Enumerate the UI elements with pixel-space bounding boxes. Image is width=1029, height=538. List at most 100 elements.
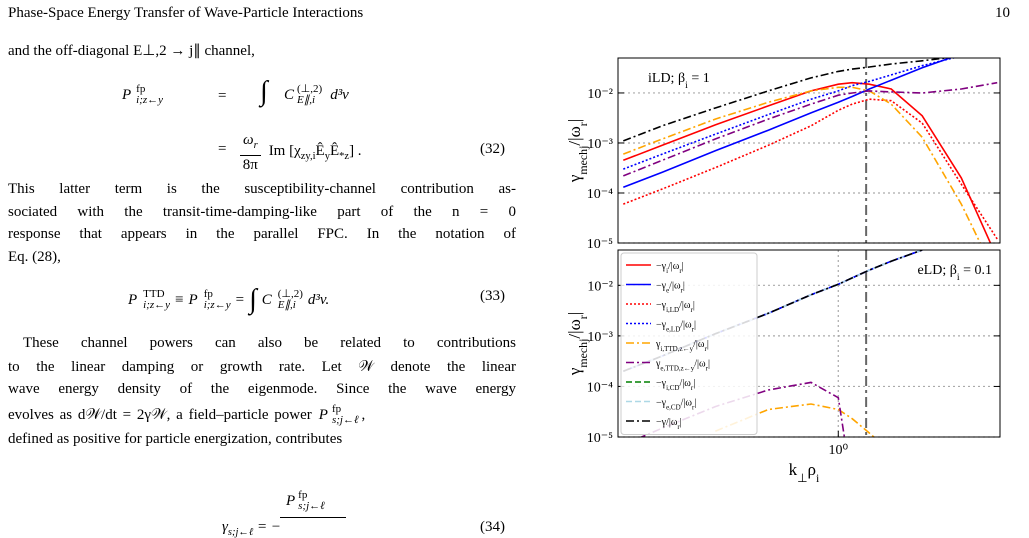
text-line: defined as positive for particle energiz… bbox=[8, 431, 343, 447]
y-tick-label: 10⁻² bbox=[587, 279, 613, 294]
eq-symbol: P bbox=[188, 291, 198, 308]
text-line: response that appears in the parallel FP… bbox=[8, 226, 516, 242]
subscript: i,CD bbox=[666, 384, 679, 392]
legend-label: −γe/|ωr| bbox=[656, 281, 685, 295]
eq-scripts: fp s;j←ℓ bbox=[298, 490, 325, 512]
eq-sub: s;j←ℓ bbox=[331, 414, 359, 426]
subscript: zy,i bbox=[300, 151, 316, 162]
equation: P fp s;j←ℓ bbox=[286, 490, 325, 512]
annotation: iLD; βi = 1 bbox=[648, 71, 710, 91]
fraction-bar bbox=[280, 517, 346, 518]
eq-scripts: TTD i;z←y bbox=[143, 289, 170, 311]
eq-symbol: P bbox=[286, 492, 296, 509]
eq-symbol: Im [χzy,iÊyÊ*z] . bbox=[268, 143, 362, 162]
subscript: ⊥ bbox=[797, 471, 807, 485]
text-run: evolves as d𝒲/dt = 2γ𝒲, a field–particle… bbox=[8, 407, 312, 423]
plot-frame bbox=[617, 57, 1001, 244]
eq-sub: i;z←y bbox=[143, 299, 171, 311]
eq-relation: = bbox=[218, 141, 227, 157]
plot-frame bbox=[617, 249, 1001, 438]
subscript: *z bbox=[339, 151, 350, 162]
eq-sup: fp bbox=[331, 403, 342, 415]
y-tick-label: 10⁻³ bbox=[587, 330, 613, 345]
legend-box bbox=[620, 252, 758, 435]
subscript: i,LD bbox=[666, 306, 679, 314]
subscript: mechj bbox=[576, 146, 590, 175]
eq-sub: i;z←y bbox=[203, 299, 231, 311]
subscript: r bbox=[253, 140, 258, 151]
subscript: i bbox=[816, 471, 820, 485]
eq-symbol: C bbox=[261, 291, 272, 308]
subscript: e,CD bbox=[666, 404, 681, 412]
eq-scripts: (⊥,2) E∥,i bbox=[297, 84, 322, 106]
eq-sub: E∥,i bbox=[277, 299, 296, 311]
text-line: wave energy density of the eigenmode. Si… bbox=[8, 381, 516, 397]
eq-sub: i;z←y bbox=[136, 94, 164, 106]
legend-label: −γi/|ωr| bbox=[656, 261, 684, 275]
series-line bbox=[623, 81, 992, 243]
eq-sub: E∥,i bbox=[297, 94, 316, 106]
subscript: e,TTD,z←y bbox=[660, 365, 694, 373]
text-line: This latter term is the susceptibility-c… bbox=[8, 181, 516, 197]
series-line bbox=[623, 81, 998, 177]
eq-relation: = bbox=[235, 291, 245, 308]
equation: ωr 8π Im [χzy,iÊyÊ*z] . bbox=[240, 131, 362, 174]
annotation: eLD; βi = 0.1 bbox=[917, 263, 992, 283]
y-tick-label: 10⁻⁴ bbox=[587, 187, 613, 202]
series-line bbox=[623, 250, 923, 372]
y-tick-label: 10⁻⁵ bbox=[587, 431, 613, 446]
subscript: mechj bbox=[576, 339, 590, 368]
y-tick-label: 10⁻⁴ bbox=[587, 380, 613, 395]
series-line bbox=[714, 403, 876, 437]
y-tick-label: 10⁻⁵ bbox=[587, 237, 613, 252]
x-axis-label: k⊥ρi bbox=[789, 460, 820, 485]
eq-integral: ∫ bbox=[260, 76, 268, 107]
eq-num: ωr bbox=[240, 131, 261, 156]
text-line: evolves as d𝒲/dt = 2γ𝒲, a field–particle… bbox=[8, 404, 365, 426]
running-title: Phase-Space Energy Transfer of Wave-Part… bbox=[8, 5, 364, 21]
series-line bbox=[623, 58, 951, 142]
eq-relation: ≡ bbox=[175, 291, 184, 308]
eq-fraction: ωr 8π bbox=[240, 131, 261, 174]
text-line: to the linear damping or growth rate. Le… bbox=[8, 359, 516, 375]
legend-label: −γi,CD/|ωr| bbox=[656, 378, 695, 392]
subscript: y bbox=[324, 151, 330, 162]
subscript: i bbox=[666, 267, 668, 275]
subscript: e,LD bbox=[666, 326, 680, 334]
subscript: i,TTD,z←y bbox=[660, 345, 693, 353]
eq-symbol: P bbox=[128, 291, 138, 308]
equation: P TTD i;z←y ≡ P fp i;z←y = ∫ C (⊥,2) E∥,i d… bbox=[128, 284, 329, 316]
eq-symbol: P bbox=[122, 86, 132, 103]
eq-sup: fp bbox=[136, 83, 146, 95]
eq-scripts: fp i;z←y bbox=[204, 289, 231, 311]
eq-number: (34) bbox=[480, 519, 505, 535]
eq-sub: s;j←ℓ bbox=[298, 500, 325, 512]
eq-sup: (⊥,2) bbox=[277, 288, 303, 300]
equation: C (⊥,2) E∥,i d³v bbox=[284, 84, 349, 106]
eq-sup: (⊥,2) bbox=[297, 83, 323, 95]
eq-number: (32) bbox=[480, 141, 505, 157]
series-line bbox=[623, 86, 982, 243]
eq-den: 8π bbox=[242, 157, 258, 173]
legend-label: −γi,LD/|ωr| bbox=[656, 300, 695, 314]
eq-scripts: fp i;z←y bbox=[136, 84, 163, 106]
legend-label: −γ/|ωr| bbox=[656, 417, 682, 431]
series-line bbox=[623, 58, 957, 170]
paragraph: and the off-diagonal E⊥,2 → j∥ channel, bbox=[8, 43, 255, 59]
eq-symbol: P bbox=[318, 406, 328, 423]
legend-label: −γe,LD/|ωr| bbox=[656, 320, 696, 334]
eq-number: (33) bbox=[480, 288, 505, 304]
text-line: Eq. (28), bbox=[8, 249, 61, 265]
y-tick-label: 10⁻² bbox=[587, 87, 613, 102]
eq-symbol: C bbox=[284, 86, 295, 103]
plot-area bbox=[623, 58, 998, 243]
eq-symbol: d³v. bbox=[307, 291, 330, 308]
text-run: , bbox=[361, 406, 366, 423]
eq-sup: TTD bbox=[143, 288, 165, 300]
eq-scripts: fp s;j←ℓ bbox=[332, 404, 359, 426]
series-line bbox=[623, 98, 998, 240]
subscript: r bbox=[576, 122, 590, 126]
page-number: 10 bbox=[995, 5, 1010, 21]
eq-relation: = bbox=[218, 88, 227, 104]
